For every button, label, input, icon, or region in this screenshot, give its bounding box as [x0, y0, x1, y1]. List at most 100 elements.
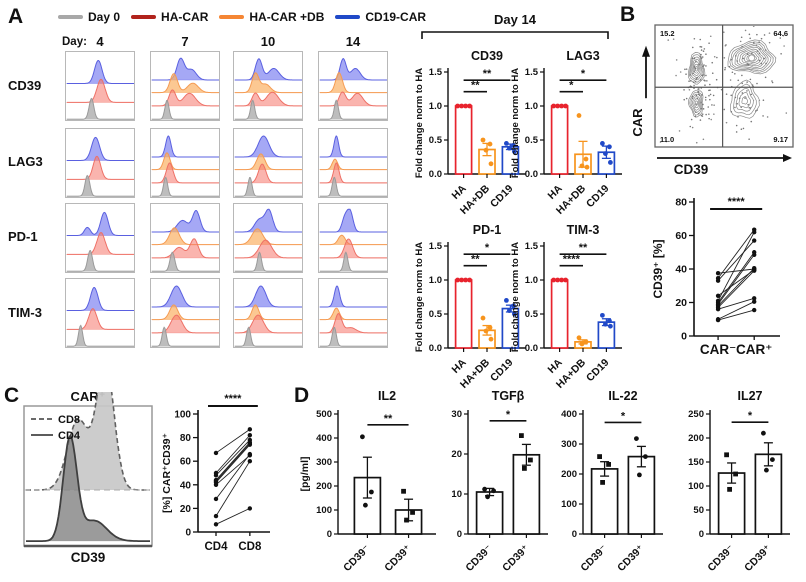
chart-fold-tim3: TIM-3 Fold change norm to HA 0.0 0.5 1.0 1.5 H…	[510, 222, 634, 394]
svg-text:100: 100	[561, 499, 577, 510]
day-prefix-label: Day:	[62, 36, 87, 48]
svg-text:0: 0	[185, 528, 191, 539]
svg-text:Fold change norm to HA: Fold change norm to HA	[414, 242, 425, 352]
svg-text:IL2: IL2	[378, 389, 396, 403]
svg-text:Fold change norm to HA: Fold change norm to HA	[510, 242, 521, 352]
row-label-lag3: LAG3	[8, 154, 43, 169]
day-label-10: 10	[260, 34, 276, 49]
svg-text:CD39⁻: CD39⁻	[705, 543, 736, 574]
svg-text:****: ****	[224, 393, 242, 405]
svg-text:0.0: 0.0	[429, 343, 442, 354]
svg-text:TGFβ: TGFβ	[492, 389, 525, 403]
day-label-4: 4	[96, 34, 104, 49]
ridge-cell-PD-1-day4	[65, 203, 135, 273]
svg-text:CD39: CD39	[471, 49, 503, 63]
svg-text:CD4: CD4	[58, 430, 81, 442]
row-label-tim3: TIM-3	[8, 305, 42, 320]
ridge-cell-LAG3-day14	[318, 128, 388, 198]
panel-d-label: D	[294, 384, 310, 407]
paired-scatter-cd4cd8: 0 20 40 60 80 100 **** CD4 CD8 [%] CAR⁺CD39⁺	[158, 392, 303, 572]
legend-swatch	[131, 15, 157, 19]
svg-text:64.6: 64.6	[773, 29, 788, 38]
svg-text:****: ****	[728, 196, 746, 208]
svg-text:[%] CAR⁺CD39⁺: [%] CAR⁺CD39⁺	[161, 433, 173, 513]
svg-text:150: 150	[688, 457, 704, 468]
svg-text:**: **	[579, 242, 588, 254]
row-label-cd39: CD39	[8, 78, 42, 93]
svg-text:10: 10	[451, 489, 462, 500]
svg-text:1.5: 1.5	[429, 67, 443, 78]
ridge-cell-PD-1-day10	[233, 203, 303, 273]
svg-text:****: ****	[563, 254, 581, 266]
legend-swatch	[58, 15, 83, 19]
svg-text:CD39⁻: CD39⁻	[463, 543, 494, 574]
ridge-cell-LAG3-day7	[150, 128, 220, 198]
day14-bracket	[421, 31, 609, 39]
svg-text:*: *	[621, 410, 626, 422]
svg-text:1.5: 1.5	[525, 241, 539, 252]
svg-text:CD39⁻: CD39⁻	[578, 543, 609, 574]
svg-text:**: **	[483, 68, 492, 80]
svg-text:250: 250	[688, 409, 704, 420]
svg-text:500: 500	[316, 409, 332, 420]
svg-text:0.5: 0.5	[429, 309, 443, 320]
svg-text:CAR⁺: CAR⁺	[736, 342, 772, 357]
ridge-cell-PD-1-day7	[150, 203, 220, 273]
svg-text:CD39⁺: CD39⁺	[500, 543, 531, 574]
ridge-cell-TIM-3-day7	[150, 278, 220, 348]
svg-text:PD-1: PD-1	[473, 223, 502, 237]
panel-c-label: C	[4, 384, 20, 407]
ridge-cell-LAG3-day4	[65, 128, 135, 198]
svg-text:[pg/ml]: [pg/ml]	[299, 457, 311, 492]
svg-text:CD39: CD39	[71, 550, 106, 564]
svg-text:TIM-3: TIM-3	[567, 223, 600, 237]
svg-text:11.0: 11.0	[660, 135, 674, 144]
legend-item-0: Day 0	[58, 10, 120, 24]
row-label-pd1: PD-1	[8, 229, 38, 244]
svg-text:0: 0	[699, 529, 704, 540]
svg-text:*: *	[506, 409, 511, 421]
svg-text:0: 0	[572, 529, 577, 540]
ridge-cell-PD-1-day14	[318, 203, 388, 273]
svg-text:0.0: 0.0	[525, 343, 538, 354]
svg-text:1.0: 1.0	[525, 101, 538, 112]
ridge-cell-TIM-3-day4	[65, 278, 135, 348]
svg-text:CD19: CD19	[584, 357, 612, 385]
svg-text:IL27: IL27	[737, 389, 762, 403]
svg-text:*: *	[569, 80, 574, 92]
chart-fold-cd39: CD39 Fold change norm to HA 0.0 0.5 1.0 1.5 HA…	[414, 48, 538, 220]
panel-a-label: A	[8, 5, 24, 28]
ridge-cell-TIM-3-day14	[318, 278, 388, 348]
svg-text:100: 100	[688, 481, 704, 492]
svg-text:30: 30	[451, 409, 462, 420]
svg-text:CD8: CD8	[238, 541, 262, 553]
svg-text:CD8: CD8	[58, 414, 80, 426]
day14-header: Day 14	[494, 12, 536, 27]
svg-text:1.0: 1.0	[525, 275, 538, 286]
svg-text:300: 300	[316, 457, 332, 468]
svg-text:IL-22: IL-22	[608, 389, 637, 403]
svg-text:**: **	[471, 254, 480, 266]
legend-swatch	[335, 15, 361, 19]
chart-cytokine-il2: IL2 [pg/ml] 0 100 200 300 400 500 CD39⁻ CD39⁺ **	[296, 386, 446, 576]
svg-text:0.5: 0.5	[525, 135, 539, 146]
svg-text:CD39: CD39	[674, 162, 709, 177]
histogram-overlay-car: CAR⁺ CD8 CD4 CD39	[14, 392, 164, 564]
day-label-14: 14	[345, 34, 361, 49]
chart-cytokine-tgfb: TGFβ 0 10 20 30 CD39⁻ CD39⁺ *	[432, 386, 572, 576]
svg-text:1.5: 1.5	[525, 67, 539, 78]
ridge-cell-CD39-day7	[150, 51, 220, 121]
svg-text:0.5: 0.5	[429, 135, 443, 146]
svg-text:80: 80	[180, 433, 192, 444]
ridge-cell-CD39-day10	[233, 51, 303, 121]
ridge-cell-CD39-day14	[318, 51, 388, 121]
svg-text:CD39⁺: CD39⁺	[615, 543, 646, 574]
svg-text:CD39⁺: CD39⁺	[382, 543, 413, 574]
svg-text:60: 60	[180, 457, 192, 468]
svg-text:1.5: 1.5	[429, 241, 443, 252]
svg-text:40: 40	[180, 480, 192, 491]
svg-text:CAR: CAR	[630, 108, 645, 137]
svg-text:CD39⁺: CD39⁺	[742, 543, 773, 574]
legend-item-1: HA-CAR	[131, 10, 208, 24]
svg-text:0.0: 0.0	[525, 169, 538, 180]
